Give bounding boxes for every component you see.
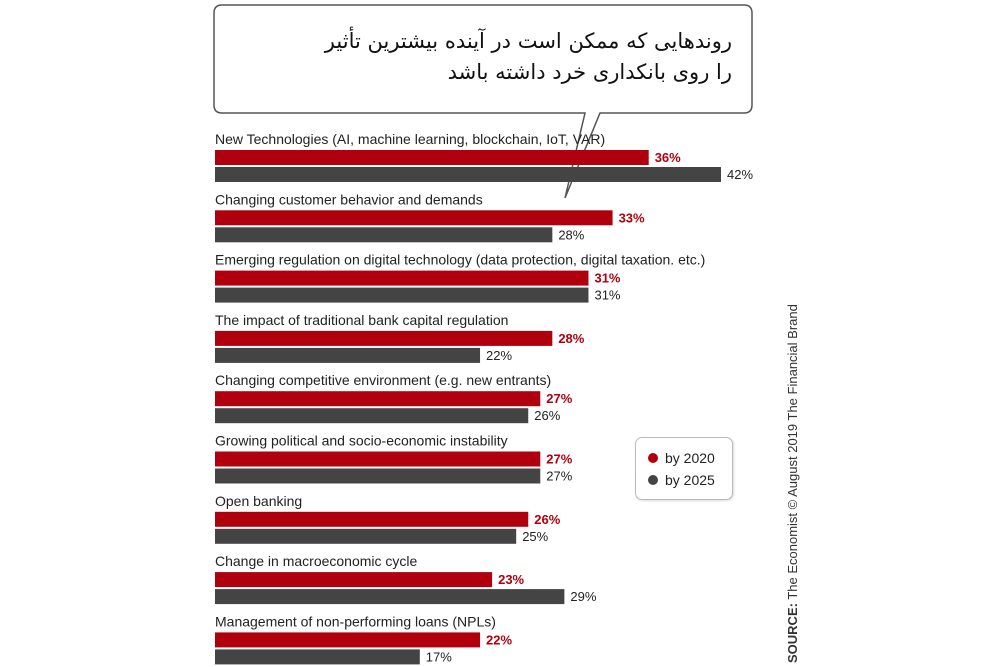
bar-2025 (215, 167, 721, 182)
callout-line-1: روندهایی که ممکن است در آینده بیشترین تأ… (324, 29, 732, 53)
value-label-2020: 23% (498, 572, 524, 587)
value-label-2025: 22% (486, 348, 512, 363)
legend-marker-2020 (648, 453, 658, 463)
bar-2025 (215, 227, 553, 243)
legend-marker-2025 (648, 475, 658, 485)
legend-label-2020: by 2020 (665, 450, 715, 466)
callout-line-2: را روی بانکداری خرد داشته باشد (447, 60, 732, 84)
source-credit: SOURCE: The Economist © August 2019 The … (785, 304, 800, 663)
value-label-2025: 31% (594, 288, 620, 303)
bar-2020 (215, 391, 541, 407)
bar-2025 (215, 408, 529, 424)
value-label-2020: 36% (655, 150, 681, 165)
bar-2020 (215, 210, 613, 226)
value-label-2025: 42% (727, 167, 753, 182)
value-label-2020: 22% (486, 632, 512, 647)
bar-2025 (215, 287, 589, 303)
category-label: Open banking (215, 493, 302, 509)
category-label: New Technologies (AI, machine learning, … (215, 131, 605, 147)
category-label: Management of non-performing loans (NPLs… (215, 613, 496, 629)
bar-2020 (215, 632, 481, 648)
legend-label-2025: by 2025 (665, 472, 715, 488)
bar-2020 (215, 451, 541, 467)
category-label: Change in macroeconomic cycle (215, 553, 418, 569)
bar-2025 (215, 468, 541, 484)
category-label: Growing political and socio-economic ins… (215, 433, 508, 449)
value-label-2025: 17% (426, 649, 452, 664)
legend: by 2020 by 2025 (635, 437, 733, 500)
value-label-2020: 26% (534, 512, 560, 527)
bar-2020 (215, 572, 493, 588)
value-label-2020: 31% (594, 271, 620, 286)
value-label-2025: 28% (558, 227, 584, 242)
value-label-2020: 33% (619, 210, 645, 225)
callout-text: روندهایی که ممکن است در آینده بیشترین تأ… (232, 26, 732, 88)
value-label-2020: 27% (546, 452, 572, 467)
value-label-2020: 27% (546, 391, 572, 406)
bar-2025 (215, 589, 565, 605)
value-label-2025: 25% (522, 529, 548, 544)
bar-2020 (215, 511, 529, 527)
legend-item-2020: by 2020 (648, 448, 715, 468)
source-prefix: SOURCE: (785, 603, 800, 663)
source-text: The Economist © August 2019 The Financia… (785, 304, 800, 600)
value-label-2025: 26% (534, 408, 560, 423)
legend-item-2025: by 2025 (648, 470, 715, 490)
category-label: Emerging regulation on digital technolog… (215, 252, 705, 268)
bar-2025 (215, 528, 517, 544)
category-label: Changing customer behavior and demands (215, 191, 483, 207)
category-label: The impact of traditional bank capital r… (215, 312, 508, 328)
value-label-2025: 29% (570, 589, 596, 604)
bar-2025 (215, 347, 481, 363)
bar-2020 (215, 270, 589, 286)
bar-2020 (215, 330, 553, 346)
bar-2020 (215, 150, 649, 165)
value-label-2025: 27% (546, 469, 572, 484)
bar-2025 (215, 649, 420, 665)
category-label: Changing competitive environment (e.g. n… (215, 372, 551, 388)
value-label-2020: 28% (558, 331, 584, 346)
